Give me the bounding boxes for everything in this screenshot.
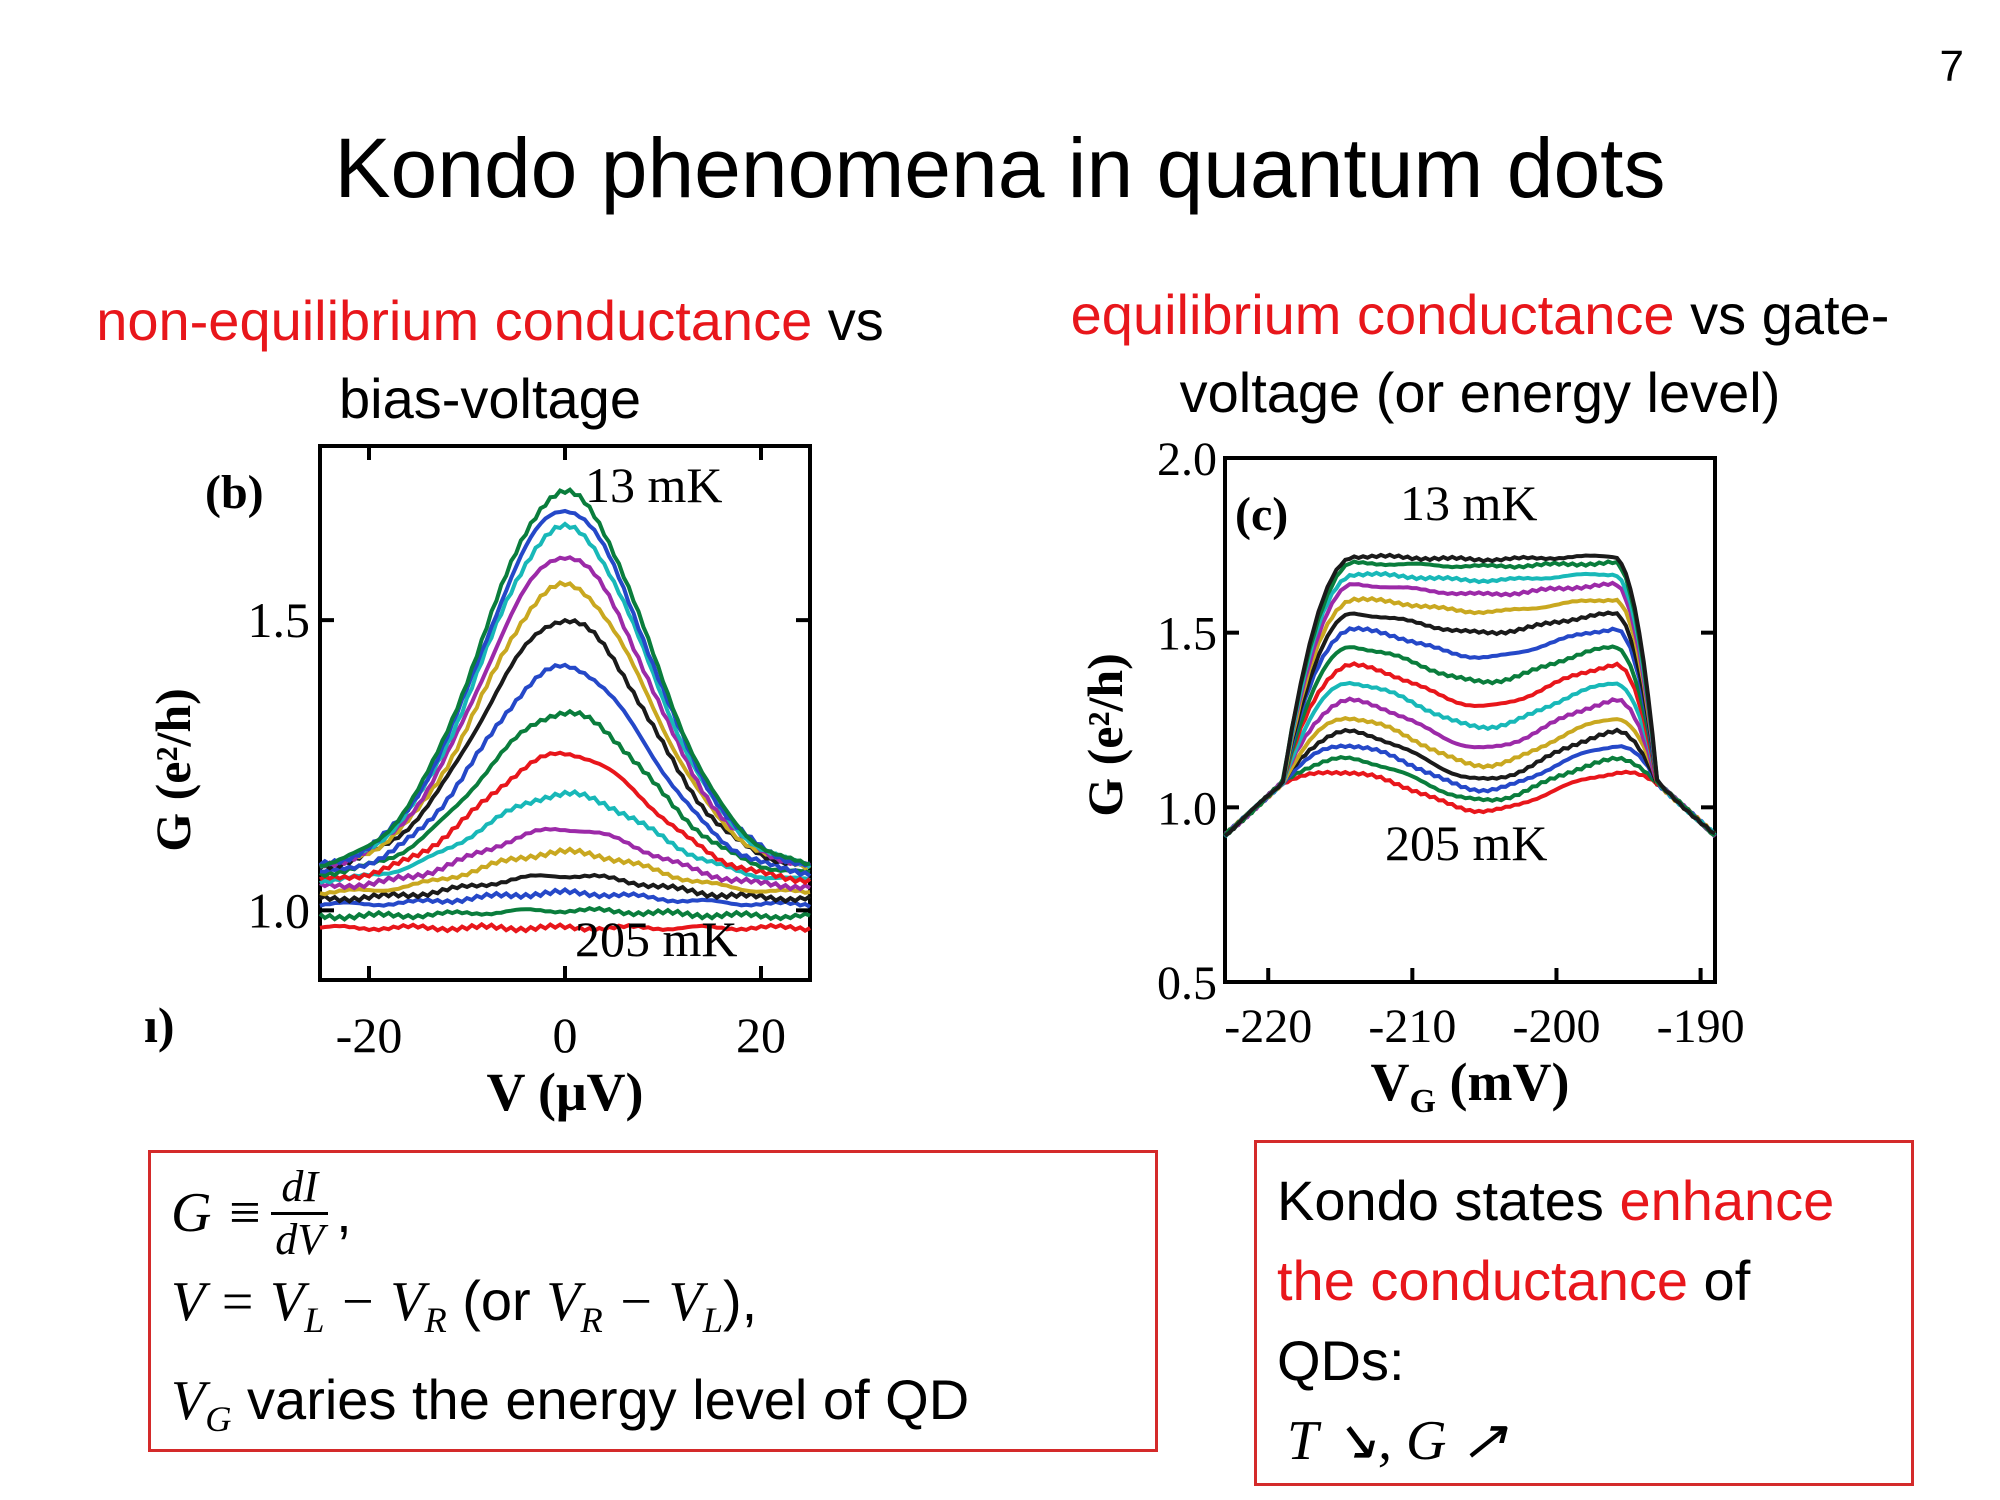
kondo-highlight-1: enhance xyxy=(1619,1169,1835,1232)
left-caption: non-equilibrium conductance vs bias-volt… xyxy=(40,282,940,438)
y-tick-label: 2.0 xyxy=(1157,433,1217,486)
panel-label: (b) xyxy=(205,466,264,519)
y-axis-label: G (e²/h) xyxy=(145,688,201,852)
curve-0 xyxy=(1223,769,1716,837)
curve-15 xyxy=(1223,552,1716,838)
annotation-low: 205 mK xyxy=(575,911,738,967)
y-tick-label: 1.5 xyxy=(248,592,311,648)
curve-2 xyxy=(319,887,812,909)
curve-3 xyxy=(319,872,812,904)
fraction-numerator: dI xyxy=(271,1162,329,1215)
y-tick-label: 0.5 xyxy=(1157,957,1217,1010)
y-tick-label: 1.0 xyxy=(248,882,311,938)
kondo-text-3: QDs: xyxy=(1277,1329,1405,1392)
left-caption-rest: vs xyxy=(812,289,884,352)
curve-1 xyxy=(318,905,811,922)
curve-4 xyxy=(319,846,811,897)
minus-vr: − V xyxy=(324,1271,425,1333)
right-caption-rest: vs gate- xyxy=(1674,283,1890,346)
curve-3 xyxy=(1223,727,1717,838)
alt-sub-l: L xyxy=(702,1300,723,1341)
left-caption-line2: bias-voltage xyxy=(339,367,641,430)
curves xyxy=(1223,552,1717,839)
slide-title: Kondo phenomena in quantum dots xyxy=(334,121,1666,215)
curve-10 xyxy=(318,617,811,871)
slide-number: 7 xyxy=(1939,42,1964,91)
derivative-fraction: dI dV xyxy=(271,1162,329,1265)
annotation-low: 205 mK xyxy=(1385,815,1548,871)
curve-14 xyxy=(318,508,811,868)
right-caption-line2: voltage (or energy level) xyxy=(1179,361,1781,424)
chart-bias-voltage: -20 0 20 1.0 1.5 (b) 13 mK 205 mK G (e²/h) V… xyxy=(144,444,812,1122)
kondo-relation: T ↘, G ↗ xyxy=(1287,1410,1508,1472)
alt-v: V xyxy=(546,1271,581,1333)
kondo-text-2: of xyxy=(1687,1249,1751,1312)
alt-minus: − V xyxy=(602,1271,703,1333)
x-axis-label: VG (mV) xyxy=(1371,1052,1570,1120)
annotation-high: 13 mK xyxy=(585,457,723,513)
x-tick-label: 0 xyxy=(553,1007,578,1063)
definition-line-2: V = VL − VR (or VR − VL), xyxy=(171,1261,1155,1360)
y-tick-label: 1.5 xyxy=(1157,608,1217,661)
x-tick-label: 20 xyxy=(736,1007,786,1063)
equiv-symbol: ≡ xyxy=(225,1182,264,1244)
curve-7 xyxy=(319,750,812,886)
y-tick-label: 1.0 xyxy=(1157,782,1217,835)
curve-5 xyxy=(318,826,811,892)
vg-symbol: V xyxy=(171,1370,206,1433)
definition-box: G ≡ dI dV , V = VL − VR (or VR − VL), VG… xyxy=(148,1150,1158,1452)
g-symbol: G xyxy=(171,1182,212,1244)
curve-8 xyxy=(1224,644,1717,837)
sub-g: G xyxy=(205,1399,232,1440)
y-axis-label: G (e²/h) xyxy=(1077,653,1133,817)
curve-6 xyxy=(1223,680,1717,839)
curve-9 xyxy=(319,662,812,878)
x-axis-label: V (μV) xyxy=(486,1062,643,1122)
vg-description: varies the energy level of QD xyxy=(231,1368,970,1432)
x-axis-label-sub: G xyxy=(1410,1083,1436,1120)
curve-4 xyxy=(1223,715,1716,838)
x-tick-label: -220 xyxy=(1224,1000,1312,1053)
v-equation: V = V xyxy=(171,1271,305,1333)
x-tick-label: -200 xyxy=(1512,1000,1600,1053)
curve-12 xyxy=(318,555,811,869)
panel-fragment: ı) xyxy=(144,997,175,1053)
curve-0 xyxy=(319,921,811,934)
fraction-denominator: dV xyxy=(275,1214,325,1264)
chart-gate-voltage: -220 -210 -200 -190 0.5 1.0 1.5 2.0 (c) 13 mK 2… xyxy=(1077,433,1745,1120)
x-axis-label-unit: (mV) xyxy=(1436,1052,1569,1112)
curve-7 xyxy=(1223,661,1717,837)
curve-10 xyxy=(1223,610,1717,838)
definition-comma: , xyxy=(336,1181,352,1244)
curve-13 xyxy=(319,521,812,870)
definition-line-1: G ≡ dI dV , xyxy=(171,1162,1155,1264)
sub-l: L xyxy=(304,1300,325,1341)
annotation-high: 13 mK xyxy=(1400,475,1538,531)
definition-line-3: VG varies the energy level of QD xyxy=(171,1360,1155,1459)
kondo-highlight-2: the conductance xyxy=(1277,1249,1688,1312)
paren-open: (or xyxy=(446,1269,547,1332)
panel-label: (c) xyxy=(1235,488,1288,541)
sub-r: R xyxy=(424,1300,447,1341)
x-tick-label: -190 xyxy=(1657,1000,1745,1053)
x-tick-label: -210 xyxy=(1368,1000,1456,1053)
kondo-summary-box: Kondo states enhance the conductance of … xyxy=(1254,1140,1914,1486)
curve-8 xyxy=(318,708,811,879)
curve-6 xyxy=(319,789,811,885)
curve-5 xyxy=(1224,696,1717,839)
curves xyxy=(318,487,812,934)
curve-2 xyxy=(1223,743,1717,838)
plot-frame xyxy=(1223,456,1717,984)
x-axis-label-main: V xyxy=(1371,1052,1410,1112)
curve-1 xyxy=(1224,755,1717,838)
x-tick-label: -20 xyxy=(336,1007,403,1063)
right-caption-highlight: equilibrium conductance xyxy=(1070,283,1675,346)
paren-close: ), xyxy=(722,1269,758,1332)
curve-15 xyxy=(320,487,811,868)
kondo-text-1: Kondo states xyxy=(1277,1169,1620,1232)
alt-sub-r: R xyxy=(580,1300,603,1341)
right-caption: equilibrium conductance vs gate- voltage… xyxy=(1010,276,1950,432)
left-caption-highlight: non-equilibrium conductance xyxy=(96,289,813,352)
